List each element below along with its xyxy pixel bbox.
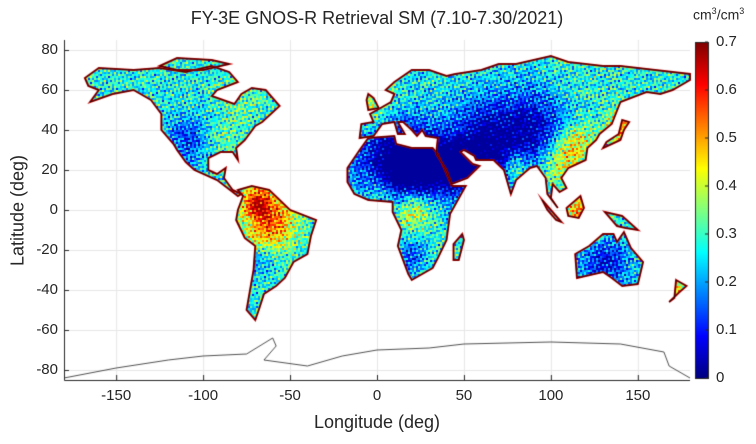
x-axis-label: Longitude (deg) bbox=[64, 412, 690, 433]
y-tick-label: 80 bbox=[18, 41, 58, 58]
y-tick-label: -40 bbox=[18, 281, 58, 298]
x-tick-label: 0 bbox=[352, 387, 402, 404]
map-title: FY-3E GNOS-R Retrieval SM (7.10-7.30/202… bbox=[64, 8, 690, 29]
unit-base: cm bbox=[693, 7, 712, 23]
y-tick-label: -20 bbox=[18, 241, 58, 258]
unit-base2: cm bbox=[721, 7, 740, 23]
colorbar-tick-label: 0 bbox=[716, 369, 724, 386]
unit-exp2: 3 bbox=[739, 6, 744, 16]
x-tick-label: 100 bbox=[526, 387, 576, 404]
y-tick-label: -60 bbox=[18, 321, 58, 338]
colorbar-tick-label: 0.4 bbox=[716, 177, 737, 194]
colorbar-unit-label: cm3/cm3 bbox=[693, 6, 744, 23]
x-tick-label: -150 bbox=[91, 387, 141, 404]
y-tick-label: 20 bbox=[18, 161, 58, 178]
colorbar-tick-label: 0.5 bbox=[716, 129, 737, 146]
x-tick-label: -100 bbox=[178, 387, 228, 404]
x-tick-label: -50 bbox=[265, 387, 315, 404]
colorbar-tick-label: 0.3 bbox=[716, 225, 737, 242]
y-tick-label: 0 bbox=[18, 201, 58, 218]
colorbar-tick-label: 0.2 bbox=[716, 273, 737, 290]
x-tick-label: 50 bbox=[439, 387, 489, 404]
x-tick-label: 150 bbox=[613, 387, 663, 404]
colorbar-tick-label: 0.6 bbox=[716, 81, 737, 98]
colorbar-tick-label: 0.1 bbox=[716, 321, 737, 338]
y-tick-label: 60 bbox=[18, 81, 58, 98]
y-tick-label: 40 bbox=[18, 121, 58, 138]
y-tick-label: -80 bbox=[18, 361, 58, 378]
colorbar-tick-label: 0.7 bbox=[716, 33, 737, 50]
soil-moisture-map bbox=[0, 0, 756, 444]
